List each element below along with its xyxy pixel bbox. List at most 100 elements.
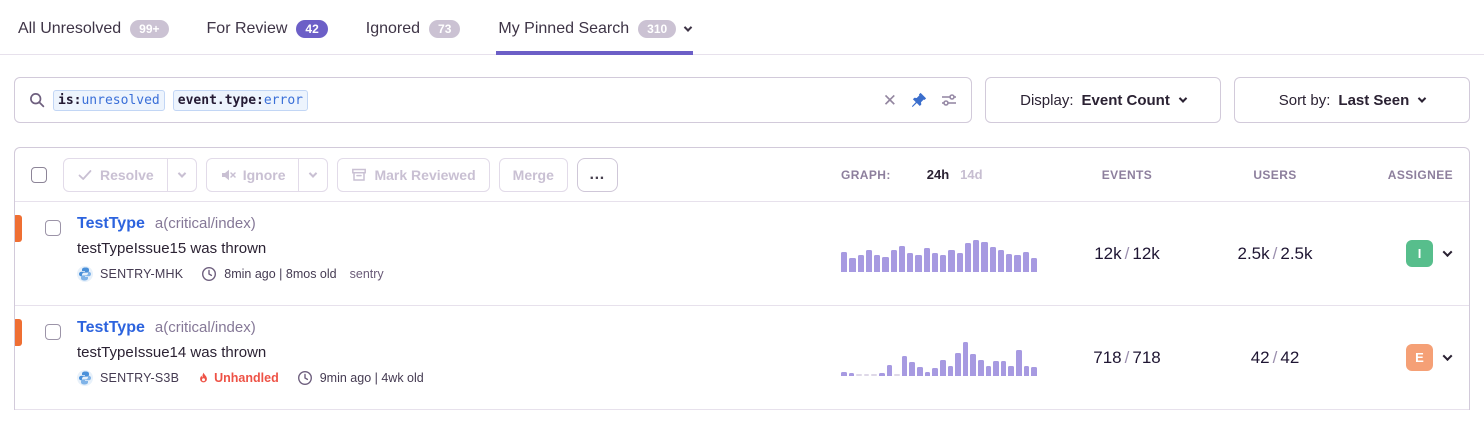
search-token-is-unresolved[interactable]: is:unresolved bbox=[53, 89, 165, 111]
issue-title-link[interactable]: TestType bbox=[77, 319, 145, 336]
range-14d[interactable]: 14d bbox=[960, 167, 983, 182]
clock-icon bbox=[297, 370, 312, 386]
tab-my-pinned-search[interactable]: My Pinned Search 310 bbox=[496, 0, 694, 55]
python-platform-icon bbox=[77, 266, 93, 282]
assignee-cell: I bbox=[1349, 240, 1453, 267]
list-header: Resolve Ignore bbox=[15, 148, 1469, 202]
issue-message: testTypeIssue14 was thrown bbox=[77, 344, 267, 361]
ignore-button-group: Ignore bbox=[205, 157, 329, 192]
row-checkbox[interactable] bbox=[45, 220, 61, 236]
users-column-header: USERS bbox=[1253, 167, 1297, 182]
issue-meta: SENTRY-MHK 8min ago | 8mos old sentry bbox=[77, 266, 384, 282]
tab-count-badge: 310 bbox=[638, 20, 677, 38]
events-count: 718/718 bbox=[1093, 347, 1161, 367]
pin-icon[interactable] bbox=[911, 92, 927, 108]
bulk-action-toolbar: Resolve Ignore bbox=[63, 157, 618, 192]
issue-list-panel: Resolve Ignore bbox=[14, 147, 1470, 410]
users-count: 42/42 bbox=[1250, 347, 1300, 367]
graph-header-label: GRAPH: bbox=[841, 167, 891, 182]
assignee-avatar[interactable]: E bbox=[1406, 344, 1433, 371]
issue-summary: TestType a(critical/index) testTypeIssue… bbox=[77, 306, 424, 386]
range-24h[interactable]: 24h bbox=[926, 167, 950, 182]
issue-short-id: SENTRY-S3B bbox=[100, 371, 180, 385]
tab-count-badge: 42 bbox=[296, 20, 328, 38]
issue-culprit: a(critical/index) bbox=[154, 215, 256, 232]
ignore-button[interactable]: Ignore bbox=[205, 157, 300, 192]
tab-all-unresolved[interactable]: All Unresolved 99+ bbox=[16, 0, 171, 55]
issue-tag: sentry bbox=[349, 267, 384, 281]
chevron-down-icon bbox=[1418, 94, 1427, 103]
row-columns: 718/718 42/42 E bbox=[841, 340, 1453, 376]
issue-row-2[interactable]: TestType a(critical/index) testTypeIssue… bbox=[15, 306, 1469, 410]
tab-label: My Pinned Search bbox=[498, 20, 630, 37]
issue-short-id: SENTRY-MHK bbox=[100, 267, 184, 281]
archive-icon bbox=[352, 168, 367, 181]
header-columns: GRAPH: 24h 14d EVENTS USERS ASSIGNEE bbox=[841, 167, 1453, 182]
sort-dropdown[interactable]: Sort by: Last Seen bbox=[1234, 77, 1470, 123]
row-checkbox[interactable] bbox=[45, 324, 61, 340]
clear-search-icon[interactable]: ✕ bbox=[882, 90, 897, 110]
graph-range-toggle: 24h 14d bbox=[927, 167, 983, 182]
error-level-indicator bbox=[15, 319, 22, 346]
error-level-indicator bbox=[15, 215, 22, 242]
events-sparkline-chart[interactable] bbox=[841, 340, 1037, 376]
issue-message: testTypeIssue15 was thrown bbox=[77, 240, 267, 257]
chevron-down-icon bbox=[177, 168, 186, 178]
more-actions-button[interactable]: … bbox=[576, 157, 618, 192]
mute-icon bbox=[221, 169, 236, 180]
row-columns: 12k/12k 2.5k/2.5k I bbox=[841, 236, 1453, 272]
python-platform-icon bbox=[77, 370, 93, 386]
fire-icon bbox=[200, 372, 208, 382]
tab-label: Ignored bbox=[365, 20, 421, 37]
events-column-header: EVENTS bbox=[1101, 167, 1153, 182]
search-token-event-type-error[interactable]: event.type:error bbox=[172, 89, 308, 111]
merge-button[interactable]: Merge bbox=[498, 157, 568, 192]
sliders-settings-icon[interactable] bbox=[941, 92, 957, 108]
clock-icon bbox=[202, 266, 217, 282]
mark-reviewed-button[interactable]: Mark Reviewed bbox=[337, 157, 490, 192]
display-dropdown-label: Display: bbox=[1020, 91, 1074, 109]
chevron-down-icon bbox=[309, 168, 318, 178]
resolve-button[interactable]: Resolve bbox=[63, 157, 168, 192]
issue-timing: 9min ago | 4wk old bbox=[319, 371, 424, 385]
ignore-dropdown-button[interactable] bbox=[298, 157, 329, 192]
issue-stream-tabs: All Unresolved 99+ For Review 42 Ignored… bbox=[0, 0, 1484, 55]
tab-label: All Unresolved bbox=[18, 20, 122, 37]
issue-search-input[interactable]: is:unresolved event.type:error ✕ bbox=[14, 77, 972, 123]
assignee-column-header: ASSIGNEE bbox=[1387, 167, 1453, 182]
check-icon bbox=[78, 169, 92, 180]
tab-count-badge: 99+ bbox=[130, 20, 169, 38]
issue-culprit: a(critical/index) bbox=[154, 319, 256, 336]
assignee-dropdown-icon[interactable] bbox=[1442, 247, 1453, 258]
sort-dropdown-value: Last Seen bbox=[1338, 91, 1410, 109]
assignee-dropdown-icon[interactable] bbox=[1442, 351, 1453, 362]
display-dropdown-value: Event Count bbox=[1081, 91, 1170, 109]
chevron-down-icon[interactable] bbox=[683, 23, 693, 32]
resolve-dropdown-button[interactable] bbox=[166, 157, 197, 192]
events-count: 12k/12k bbox=[1094, 243, 1160, 263]
sort-dropdown-label: Sort by: bbox=[1278, 91, 1331, 109]
search-actions: ✕ bbox=[883, 92, 957, 109]
tab-ignored[interactable]: Ignored 73 bbox=[364, 0, 463, 55]
issue-meta: SENTRY-S3B Unhandled 9min ago | 4wk old bbox=[77, 370, 424, 386]
graph-column-header: GRAPH: 24h 14d bbox=[841, 167, 1053, 182]
display-dropdown[interactable]: Display: Event Count bbox=[985, 77, 1221, 123]
issue-summary: TestType a(critical/index) testTypeIssue… bbox=[77, 202, 384, 282]
unhandled-badge: Unhandled bbox=[197, 371, 279, 385]
stream-controls: is:unresolved event.type:error ✕ Display… bbox=[14, 77, 1470, 123]
issue-row-1[interactable]: TestType a(critical/index) testTypeIssue… bbox=[15, 202, 1469, 306]
issue-timing: 8min ago | 8mos old bbox=[224, 267, 337, 281]
tab-label: For Review bbox=[206, 20, 288, 37]
resolve-button-group: Resolve bbox=[63, 157, 197, 192]
ellipsis-icon: … bbox=[588, 165, 606, 183]
issue-title-link[interactable]: TestType bbox=[77, 215, 145, 232]
tab-count-badge: 73 bbox=[429, 20, 461, 38]
chevron-down-icon bbox=[1178, 94, 1188, 103]
events-sparkline-chart[interactable] bbox=[841, 236, 1037, 272]
tab-for-review[interactable]: For Review 42 bbox=[205, 0, 330, 55]
users-count: 2.5k/2.5k bbox=[1237, 243, 1313, 263]
select-all-checkbox[interactable] bbox=[31, 166, 47, 183]
assignee-cell: E bbox=[1349, 344, 1453, 371]
search-icon bbox=[30, 93, 45, 108]
assignee-avatar[interactable]: I bbox=[1406, 240, 1433, 267]
